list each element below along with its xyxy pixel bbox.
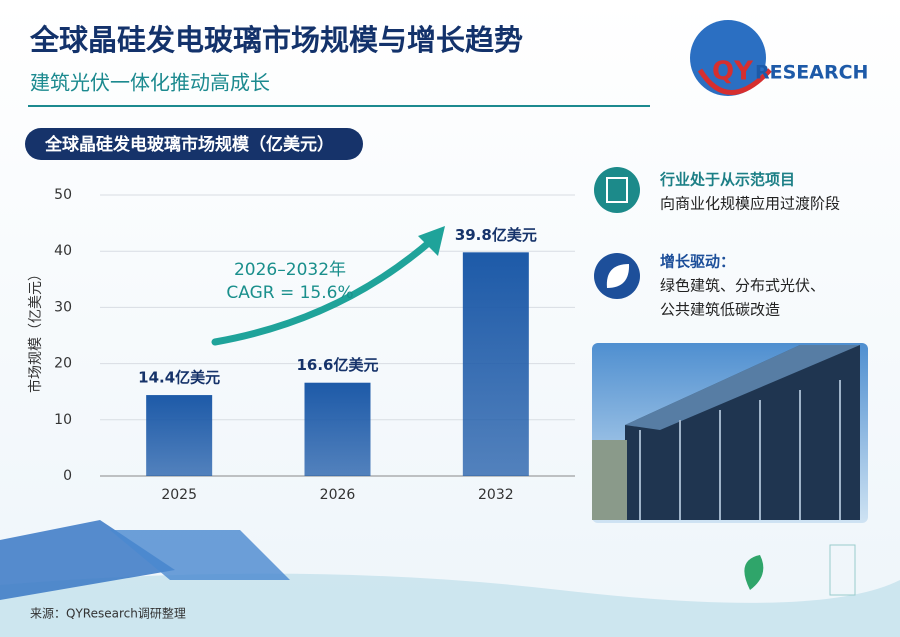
chart: 0 10 20 30 40 50 2025 14.4亿美元 2026 16.6亿美元 2032 39.… <box>54 187 575 503</box>
chart-title-pill <box>25 128 363 160</box>
x-tick-label: 2032 <box>478 487 514 503</box>
annotation: CAGR = 15.6% <box>226 283 353 303</box>
x-tick-label: 2025 <box>161 487 197 503</box>
city-outline <box>829 544 856 596</box>
bottom-decoration <box>0 520 900 637</box>
y-axis-label: 市场规模（亿美元） <box>27 267 44 393</box>
panel-heading: 行业处于从示范项目 <box>659 171 795 189</box>
panel-heading: 增长驱动： <box>660 253 735 271</box>
logo-swoosh <box>697 68 772 95</box>
logo-text: QY <box>712 57 754 87</box>
y-tick-label: 30 <box>54 299 72 315</box>
chart-title: 全球晶硅发电玻璃市场规模（亿美元） <box>44 134 334 155</box>
y-tick-label: 50 <box>54 187 72 203</box>
bar <box>146 395 213 476</box>
value-label: 16.6亿美元 <box>296 356 378 374</box>
solar-panel <box>0 520 175 600</box>
logo-text: RESEARCH <box>755 62 868 84</box>
bar <box>304 382 371 476</box>
photo-frames <box>639 380 841 520</box>
icon-shape <box>606 264 630 288</box>
panel-text: 公共建筑低碳改造 <box>660 301 780 319</box>
arrow-head <box>418 226 445 256</box>
photo-trees <box>592 440 627 520</box>
growth-arrow <box>211 236 436 346</box>
x-tick-label: 2026 <box>320 487 356 503</box>
icon-shape <box>606 177 628 203</box>
title: 全球晶硅发电玻璃市场规模与增长趋势 <box>29 23 523 57</box>
photo-roof <box>625 345 860 430</box>
photo-glass <box>625 345 860 520</box>
value-label: 14.4亿美元 <box>138 369 220 387</box>
y-tick-label: 0 <box>63 468 72 484</box>
icon-building <box>594 167 640 213</box>
wave <box>0 573 900 637</box>
logo-globe <box>690 20 766 96</box>
panel-text: 向商业化规模应用过渡阶段 <box>660 195 840 213</box>
y-tick-label: 20 <box>54 356 72 372</box>
subtitle: 建筑光伏一体化推动高成长 <box>30 71 270 95</box>
building-photo <box>592 343 868 523</box>
y-tick-label: 10 <box>54 412 72 428</box>
panel-text: 绿色建筑、分布式光伏、 <box>660 277 825 295</box>
source: 来源：QYResearch调研整理 <box>30 606 186 621</box>
leaf <box>744 555 764 590</box>
annotation: 2026–2032年 <box>234 260 346 280</box>
y-tick-label: 40 <box>54 243 72 259</box>
solar-panel <box>110 530 290 580</box>
logo: QY RESEARCH <box>690 20 868 96</box>
value-label: 39.8亿美元 <box>455 226 537 244</box>
bar <box>462 252 529 476</box>
